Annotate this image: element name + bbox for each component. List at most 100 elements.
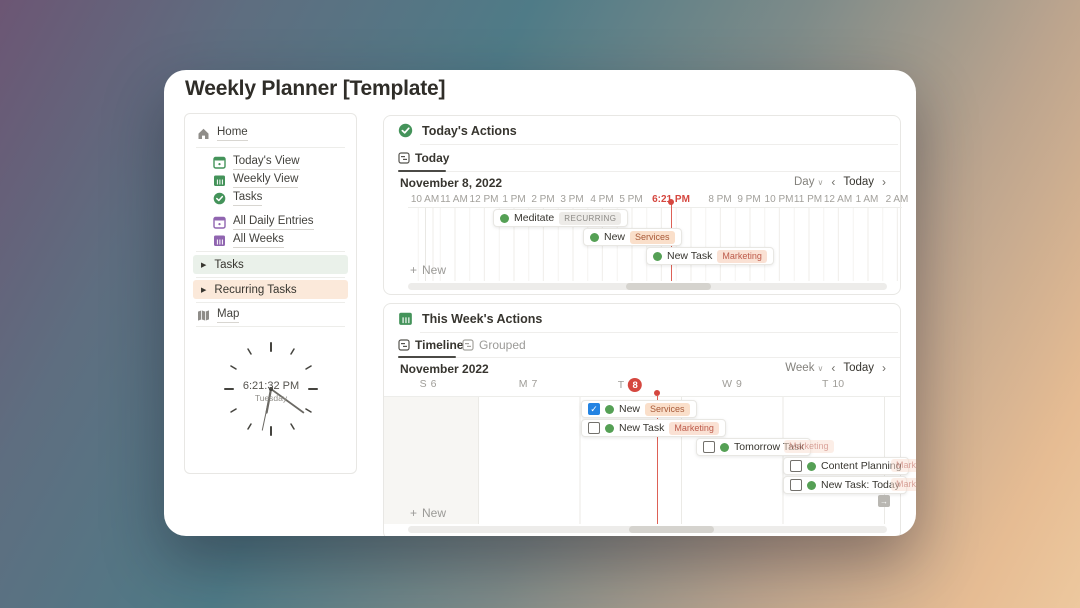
- sidebar-item-tasks[interactable]: Tasks: [213, 189, 263, 207]
- task-card-content-planning[interactable]: Content Planning: [783, 457, 909, 475]
- horizontal-scrollbar[interactable]: [408, 526, 887, 533]
- time-tick: 3 PM: [560, 194, 584, 205]
- check-circle-icon: [398, 123, 413, 138]
- sidebar-item-label: Home: [217, 126, 248, 141]
- time-tick: 11 PM: [793, 194, 823, 205]
- panel-header: Today's Actions: [398, 123, 517, 138]
- sidebar-item-map[interactable]: Map: [197, 306, 240, 324]
- divider: [196, 147, 345, 148]
- calendar-week-icon: [214, 175, 225, 186]
- task-card-new-task-today[interactable]: New Task: Today: [783, 476, 907, 494]
- task-checkbox[interactable]: ✓: [588, 403, 600, 415]
- scrollbar-thumb[interactable]: [626, 283, 711, 290]
- task-name: New Task: [619, 422, 665, 434]
- tab-timeline[interactable]: Timeline: [398, 333, 463, 357]
- today-button[interactable]: Today: [843, 362, 874, 374]
- task-name: New: [619, 403, 641, 415]
- divider: [196, 326, 345, 327]
- new-task-button[interactable]: + New: [410, 506, 447, 520]
- next-button[interactable]: ›: [882, 361, 886, 375]
- prev-button[interactable]: ‹: [831, 361, 836, 375]
- time-tick: 2 AM: [885, 194, 909, 205]
- task-checkbox[interactable]: [790, 460, 802, 472]
- task-name: New Task: Today: [821, 479, 900, 491]
- tab-label: Today: [415, 151, 450, 165]
- planner-window: Weekly Planner [Template] Home Today's V…: [164, 70, 916, 536]
- tab-grouped[interactable]: Grouped: [462, 333, 526, 357]
- new-task-button[interactable]: + New: [410, 263, 447, 277]
- task-tag: Services: [645, 402, 690, 416]
- prev-button[interactable]: ‹: [831, 175, 836, 189]
- task-tag: Marketing: [717, 249, 767, 263]
- time-tick: 2 PM: [531, 194, 555, 205]
- status-dot: [605, 423, 614, 433]
- scale-select[interactable]: Week ∨: [785, 362, 824, 374]
- sidebar-item-home[interactable]: Home: [197, 124, 248, 142]
- sidebar-item-label: All Weeks: [233, 233, 284, 248]
- sidebar: Home Today's View Weekly View Tasks All …: [184, 113, 357, 474]
- task-card-meditate[interactable]: Meditate RECURRING: [493, 209, 629, 227]
- sidebar-item-label: Map: [217, 308, 240, 323]
- toggle-label: Recurring Tasks: [214, 283, 297, 296]
- sidebar-item-label: Today's View: [233, 155, 300, 170]
- status-dot: [590, 232, 599, 242]
- divider: [398, 171, 900, 172]
- next-button[interactable]: ›: [882, 175, 886, 189]
- clock-day: Tuesday: [254, 393, 288, 403]
- show-more-button[interactable]: →: [878, 495, 890, 507]
- clock-text: 6:21:32 PM Tuesday: [216, 380, 326, 403]
- current-time-dot: [654, 390, 660, 396]
- divider: [398, 357, 900, 358]
- task-name: Meditate: [514, 212, 555, 224]
- time-tick: 12 AM: [823, 194, 853, 205]
- second-hand: [261, 388, 272, 431]
- timeline-view-icon: [398, 152, 410, 164]
- timeline-view-icon: [398, 339, 410, 351]
- status-dot: [500, 213, 509, 223]
- horizontal-scrollbar[interactable]: [408, 283, 887, 290]
- task-checkbox[interactable]: [588, 422, 600, 434]
- check-icon: ✓: [590, 403, 598, 414]
- time-tick: 4 PM: [590, 194, 614, 205]
- time-tick: 8 PM: [708, 194, 732, 205]
- tab-label: Grouped: [479, 338, 526, 352]
- tab-label: Timeline: [415, 338, 464, 352]
- toggle-label: Tasks: [214, 258, 244, 271]
- task-card-new-task[interactable]: New Task Marketing: [581, 419, 726, 437]
- task-card-new[interactable]: ✓ New Services: [581, 400, 697, 418]
- status-dot: [720, 442, 729, 452]
- weeks-actions-panel: This Week's Actions Timeline Grouped Nov…: [383, 303, 916, 536]
- divider: [420, 144, 898, 145]
- month-label: November 2022: [400, 362, 489, 376]
- divider: [420, 332, 898, 333]
- task-card-new-task[interactable]: New Task Marketing: [646, 247, 774, 265]
- check-circle-icon: [213, 192, 226, 204]
- sidebar-toggle-recurring-tasks[interactable]: ▶ Recurring Tasks: [193, 280, 348, 299]
- task-checkbox[interactable]: [790, 479, 802, 491]
- task-checkbox[interactable]: [703, 441, 715, 453]
- sidebar-item-label: All Daily Entries: [233, 215, 314, 230]
- time-tick: 10 PM: [764, 194, 794, 205]
- scale-select[interactable]: Day ∨: [794, 176, 824, 188]
- home-icon: [198, 128, 209, 139]
- task-card-new[interactable]: New Services: [583, 228, 682, 246]
- grouped-view-icon: [462, 339, 474, 351]
- clock-face: [224, 342, 318, 436]
- time-tick: 9 PM: [737, 194, 761, 205]
- scrollbar-thumb[interactable]: [629, 526, 714, 533]
- sidebar-item-all-weeks[interactable]: All Weeks: [213, 231, 284, 249]
- today-button[interactable]: Today: [843, 176, 874, 188]
- sidebar-item-weekly-view[interactable]: Weekly View: [213, 171, 299, 189]
- current-time-dot: [668, 199, 674, 205]
- sidebar-item-todays-view[interactable]: Today's View: [213, 153, 300, 171]
- sidebar-toggle-tasks[interactable]: ▶ Tasks: [193, 255, 348, 274]
- status-dot: [807, 461, 816, 471]
- sidebar-item-all-daily-entries[interactable]: All Daily Entries: [213, 213, 314, 231]
- triangle-right-icon: ▶: [201, 261, 207, 269]
- calendar-day-icon: [213, 216, 226, 229]
- triangle-right-icon: ▶: [201, 286, 207, 294]
- tab-today[interactable]: Today: [398, 146, 449, 170]
